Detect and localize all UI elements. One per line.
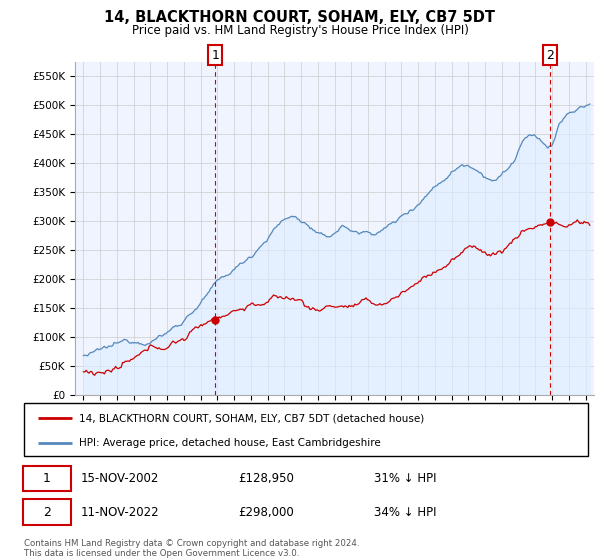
Text: 15-NOV-2002: 15-NOV-2002 xyxy=(80,472,159,486)
Text: HPI: Average price, detached house, East Cambridgeshire: HPI: Average price, detached house, East… xyxy=(79,438,381,448)
Text: 14, BLACKTHORN COURT, SOHAM, ELY, CB7 5DT: 14, BLACKTHORN COURT, SOHAM, ELY, CB7 5D… xyxy=(104,10,496,25)
Text: Price paid vs. HM Land Registry's House Price Index (HPI): Price paid vs. HM Land Registry's House … xyxy=(131,24,469,36)
Text: 14, BLACKTHORN COURT, SOHAM, ELY, CB7 5DT (detached house): 14, BLACKTHORN COURT, SOHAM, ELY, CB7 5D… xyxy=(79,413,425,423)
Text: 2: 2 xyxy=(43,506,51,519)
FancyBboxPatch shape xyxy=(24,403,588,456)
FancyBboxPatch shape xyxy=(23,466,71,492)
Text: 1: 1 xyxy=(211,49,219,62)
Text: 34% ↓ HPI: 34% ↓ HPI xyxy=(374,506,436,519)
Text: 11-NOV-2022: 11-NOV-2022 xyxy=(80,506,159,519)
Text: 1: 1 xyxy=(43,472,51,486)
Text: £128,950: £128,950 xyxy=(238,472,294,486)
Text: Contains HM Land Registry data © Crown copyright and database right 2024.
This d: Contains HM Land Registry data © Crown c… xyxy=(24,539,359,558)
Text: 2: 2 xyxy=(546,49,554,62)
Text: £298,000: £298,000 xyxy=(238,506,294,519)
Text: 31% ↓ HPI: 31% ↓ HPI xyxy=(374,472,436,486)
FancyBboxPatch shape xyxy=(23,500,71,525)
